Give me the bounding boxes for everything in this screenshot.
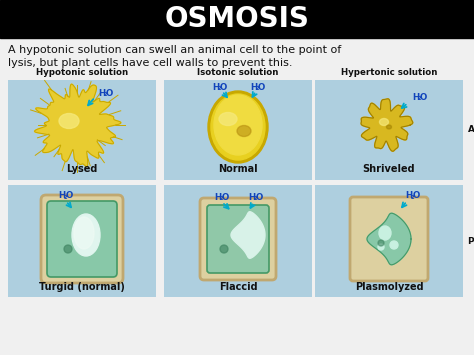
Text: O: O <box>106 88 113 98</box>
Bar <box>164 185 312 297</box>
Bar <box>8 185 156 297</box>
Text: O: O <box>220 82 227 92</box>
Ellipse shape <box>386 125 392 129</box>
Bar <box>315 80 463 180</box>
Text: 2: 2 <box>418 96 421 101</box>
Text: Plasmolyzed: Plasmolyzed <box>355 282 423 292</box>
Text: Hypertonic solution: Hypertonic solution <box>341 68 437 77</box>
Bar <box>164 80 312 180</box>
Text: Normal: Normal <box>218 164 258 174</box>
Bar <box>315 185 463 297</box>
Text: H: H <box>214 192 221 202</box>
Ellipse shape <box>208 91 268 163</box>
Text: H: H <box>248 192 255 202</box>
Ellipse shape <box>59 114 79 129</box>
Text: Shriveled: Shriveled <box>363 164 415 174</box>
Text: O: O <box>66 191 73 201</box>
Ellipse shape <box>390 241 398 249</box>
Text: Hypotonic solution: Hypotonic solution <box>36 68 128 77</box>
Ellipse shape <box>214 95 262 155</box>
Polygon shape <box>367 213 411 265</box>
Ellipse shape <box>211 94 265 160</box>
Text: Plant cell: Plant cell <box>468 236 474 246</box>
Text: Lysed: Lysed <box>66 164 98 174</box>
Text: 2: 2 <box>411 195 414 200</box>
Text: 2: 2 <box>220 196 223 201</box>
Bar <box>8 80 156 180</box>
Text: H: H <box>212 82 219 92</box>
FancyBboxPatch shape <box>47 201 117 277</box>
Ellipse shape <box>378 244 384 250</box>
Polygon shape <box>361 99 413 151</box>
Text: Turgid (normal): Turgid (normal) <box>39 282 125 292</box>
Text: H: H <box>412 93 419 102</box>
Ellipse shape <box>379 226 391 240</box>
Text: 2: 2 <box>256 86 259 91</box>
Text: O: O <box>420 93 427 102</box>
FancyBboxPatch shape <box>350 197 428 281</box>
Ellipse shape <box>64 245 72 253</box>
Text: Flaccid: Flaccid <box>219 282 257 292</box>
Polygon shape <box>231 212 265 258</box>
Text: 2: 2 <box>254 196 257 201</box>
Text: Isotonic solution: Isotonic solution <box>197 68 279 77</box>
Text: lysis, but plant cells have cell walls to prevent this.: lysis, but plant cells have cell walls t… <box>8 58 292 68</box>
Ellipse shape <box>237 126 251 137</box>
FancyBboxPatch shape <box>41 195 123 283</box>
Text: A hypotonic solution can swell an animal cell to the point of: A hypotonic solution can swell an animal… <box>8 45 341 55</box>
FancyBboxPatch shape <box>207 205 269 273</box>
Ellipse shape <box>74 217 94 249</box>
Text: 2: 2 <box>218 86 221 91</box>
Text: Animal cell: Animal cell <box>468 126 474 135</box>
Text: O: O <box>222 192 229 202</box>
Text: H: H <box>405 191 412 201</box>
Bar <box>0 0 474 38</box>
Text: H: H <box>99 88 106 98</box>
Ellipse shape <box>219 113 237 126</box>
Polygon shape <box>35 84 121 167</box>
Text: O: O <box>413 191 420 201</box>
Text: 2: 2 <box>64 195 67 200</box>
Ellipse shape <box>380 119 389 126</box>
Text: OSMOSIS: OSMOSIS <box>164 5 310 33</box>
Text: O: O <box>258 82 265 92</box>
Text: H: H <box>250 82 257 92</box>
Ellipse shape <box>220 245 228 253</box>
Ellipse shape <box>72 214 100 256</box>
Ellipse shape <box>378 240 384 246</box>
Text: 2: 2 <box>104 92 107 97</box>
Text: O: O <box>256 192 263 202</box>
FancyBboxPatch shape <box>200 198 276 280</box>
Text: H: H <box>58 191 65 201</box>
